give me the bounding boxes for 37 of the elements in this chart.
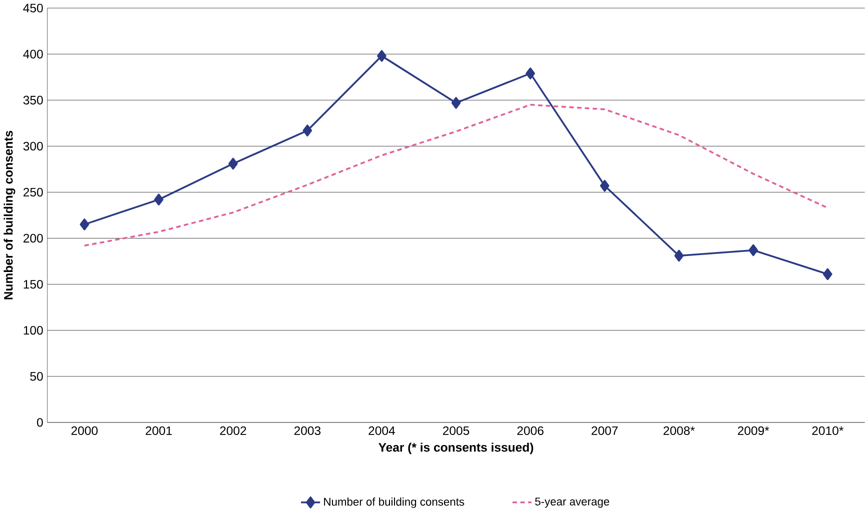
point (526, 68, 536, 80)
y-tick-label: 100 (24, 326, 43, 335)
x-tick-label: 2008* (664, 426, 695, 436)
point (748, 244, 758, 256)
x-tick-label: 2010* (812, 426, 844, 436)
point (377, 50, 386, 62)
x-tick-label: 2006 (517, 426, 544, 436)
point (674, 250, 684, 262)
y-tick-label: 450 (23, 4, 43, 13)
x-tick-label: 2009* (738, 426, 770, 436)
x-tick-label: 2005 (442, 426, 470, 436)
legend-label: Number of building consents (324, 498, 464, 508)
y-tick-label: 250 (23, 188, 43, 197)
y-tick-label: 400 (23, 50, 43, 59)
point (451, 97, 461, 109)
x-tick-label: 2007 (592, 426, 618, 436)
point (154, 194, 164, 206)
x-tick-label: 2002 (220, 426, 246, 436)
line-series (84, 104, 829, 247)
point (302, 124, 312, 137)
x-tick-label: 2003 (294, 426, 321, 436)
y-tick-label: 350 (23, 96, 43, 105)
point (600, 180, 610, 192)
y-tick-label: 200 (23, 234, 43, 243)
x-tick-label: 2004 (368, 426, 395, 436)
point (822, 268, 832, 280)
y-tick-label: 300 (23, 142, 43, 151)
x-axis-title: Year (* is consents issued) (378, 442, 534, 454)
legend-label: 5-year average (535, 498, 610, 508)
y-axis-title: Number of building consents (4, 130, 16, 300)
point (228, 158, 238, 170)
x-tick-label: 2001 (146, 426, 172, 436)
x-tick-label: 2000 (71, 426, 98, 436)
y-tick-label: 0 (37, 418, 43, 427)
y-tick-label: 150 (24, 280, 43, 289)
point (80, 218, 90, 230)
y-tick-label: 50 (30, 372, 43, 381)
